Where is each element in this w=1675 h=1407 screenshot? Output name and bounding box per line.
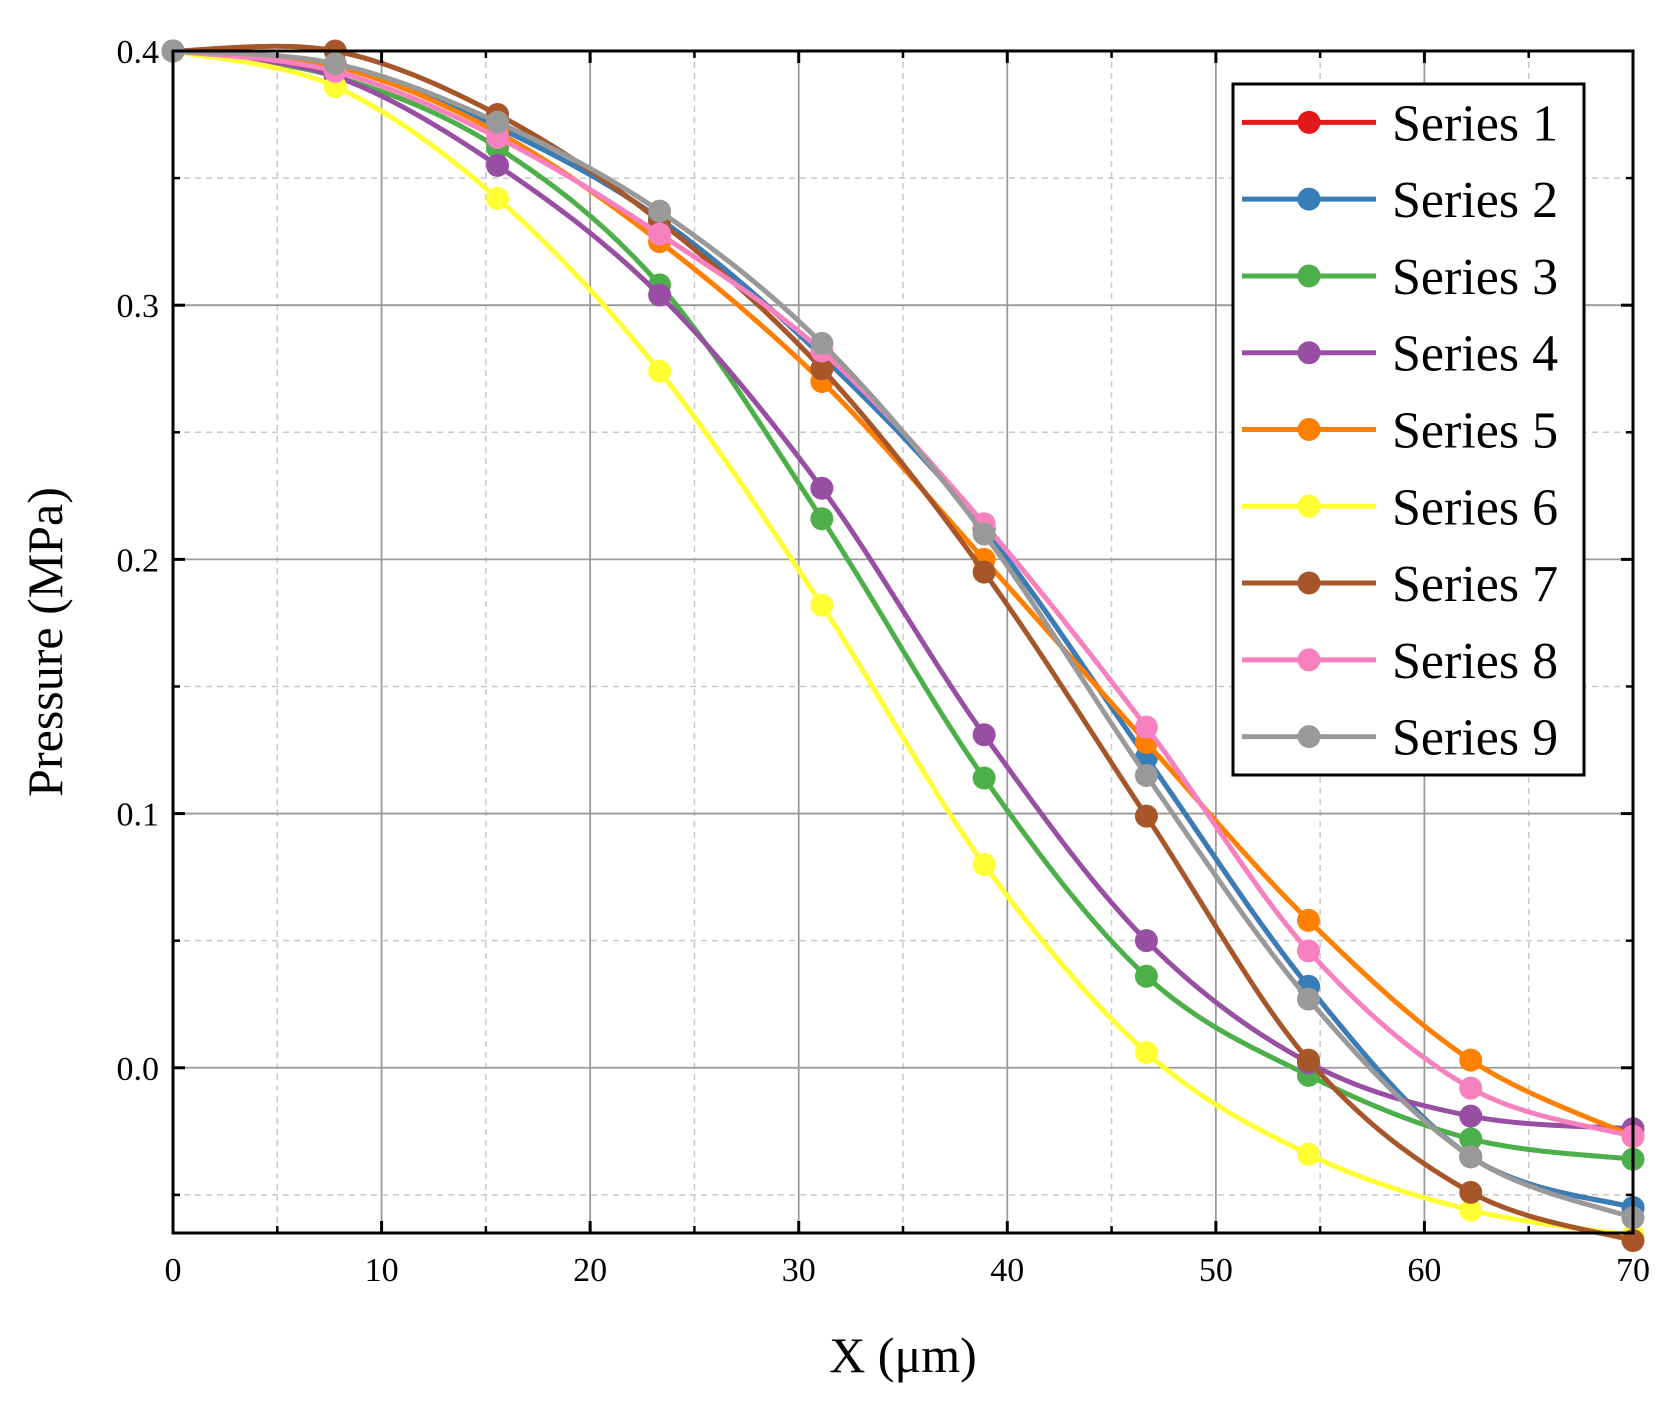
data-point [486, 110, 510, 134]
series-line [170, 48, 1636, 1239]
legend-label: Series 2 [1392, 172, 1558, 229]
y-axis-title: Pressure (MPa) [17, 487, 73, 797]
data-point [1296, 1048, 1320, 1072]
data-point [972, 723, 996, 747]
legend-swatch-marker [1297, 648, 1321, 672]
x-tick-label: 20 [573, 1252, 607, 1289]
legend-label: Series 5 [1392, 403, 1558, 460]
data-point [486, 186, 510, 210]
data-point [810, 507, 834, 531]
legend-label: Series 8 [1392, 633, 1558, 690]
data-point [1459, 1198, 1483, 1222]
series-lines [161, 39, 1645, 1253]
x-tick-label: 70 [1616, 1252, 1650, 1289]
y-tick-label: 0.3 [117, 288, 160, 325]
data-point [1296, 987, 1320, 1011]
data-point [486, 153, 510, 177]
data-point [648, 222, 672, 246]
x-tick-label: 60 [1407, 1252, 1441, 1289]
legend: Series 1 Series 2 Series 3 Series 4 Series 5… [1231, 82, 1586, 777]
legend-label: Series 1 [1392, 95, 1558, 152]
data-point [1296, 908, 1320, 932]
data-point [972, 852, 996, 876]
data-point [1621, 1229, 1645, 1253]
x-axis-title: X (μm) [829, 1327, 977, 1383]
data-point [1134, 715, 1158, 739]
legend-item: Series 5 [1242, 403, 1558, 460]
series-9 [161, 39, 1645, 1230]
legend-item: Series 9 [1242, 710, 1558, 767]
legend-swatch-marker [1297, 571, 1321, 595]
data-point [1459, 1180, 1483, 1204]
series-line [170, 48, 1636, 1162]
legend-item: Series 3 [1242, 249, 1558, 306]
legend-item: Series 8 [1242, 633, 1558, 690]
data-point [648, 359, 672, 383]
y-tick-label: 0.0 [117, 1051, 160, 1088]
legend-item: Series 7 [1242, 556, 1558, 613]
data-point [648, 199, 672, 223]
data-point [1459, 1145, 1483, 1169]
legend-swatch-marker [1297, 341, 1321, 365]
axis-ticks: 0 10 20 30 40 50 60 70 0.0 0.1 0.2 0.3 0.4 [117, 34, 1651, 1289]
legend-swatch-marker [1297, 725, 1321, 749]
data-point [810, 476, 834, 500]
data-point [1296, 1142, 1320, 1166]
series-line [170, 43, 1636, 1244]
data-point [1134, 929, 1158, 953]
data-point [1134, 763, 1158, 787]
y-tick-label: 0.4 [117, 34, 160, 71]
data-point [1134, 1041, 1158, 1065]
data-point [972, 522, 996, 546]
x-tick-label: 0 [165, 1252, 182, 1289]
legend-swatch-marker [1297, 187, 1321, 211]
legend-label: Series 7 [1392, 556, 1558, 613]
legend-label: Series 3 [1392, 249, 1558, 306]
data-point [972, 766, 996, 790]
data-point [1459, 1127, 1483, 1151]
legend-label: Series 4 [1392, 326, 1558, 383]
legend-label: Series 6 [1392, 479, 1558, 536]
series-line [170, 48, 1636, 1221]
x-tick-label: 40 [990, 1252, 1024, 1289]
data-point [972, 560, 996, 584]
data-point [323, 52, 347, 76]
data-point [810, 593, 834, 617]
x-tick-label: 30 [782, 1252, 816, 1289]
legend-item: Series 1 [1242, 95, 1558, 152]
data-point [810, 357, 834, 381]
data-point [810, 331, 834, 355]
x-tick-label: 50 [1199, 1252, 1233, 1289]
legend-item: Series 6 [1242, 479, 1558, 536]
y-tick-label: 0.2 [117, 542, 160, 579]
legend-label: Series 9 [1392, 710, 1558, 767]
series-line [170, 48, 1636, 1132]
legend-swatch-marker [1297, 418, 1321, 441]
data-point [1459, 1048, 1483, 1072]
legend-swatch-marker [1297, 110, 1321, 134]
legend-swatch-marker [1297, 494, 1321, 518]
legend-swatch-marker [1297, 264, 1321, 288]
data-point [1459, 1076, 1483, 1100]
x-tick-label: 10 [365, 1252, 399, 1289]
legend-item: Series 2 [1242, 172, 1558, 229]
y-tick-label: 0.1 [117, 797, 160, 834]
data-point [1134, 964, 1158, 988]
data-point [1134, 804, 1158, 828]
legend-item: Series 4 [1242, 326, 1558, 383]
data-point [648, 283, 672, 307]
data-point [1296, 939, 1320, 963]
data-point [1459, 1104, 1483, 1128]
